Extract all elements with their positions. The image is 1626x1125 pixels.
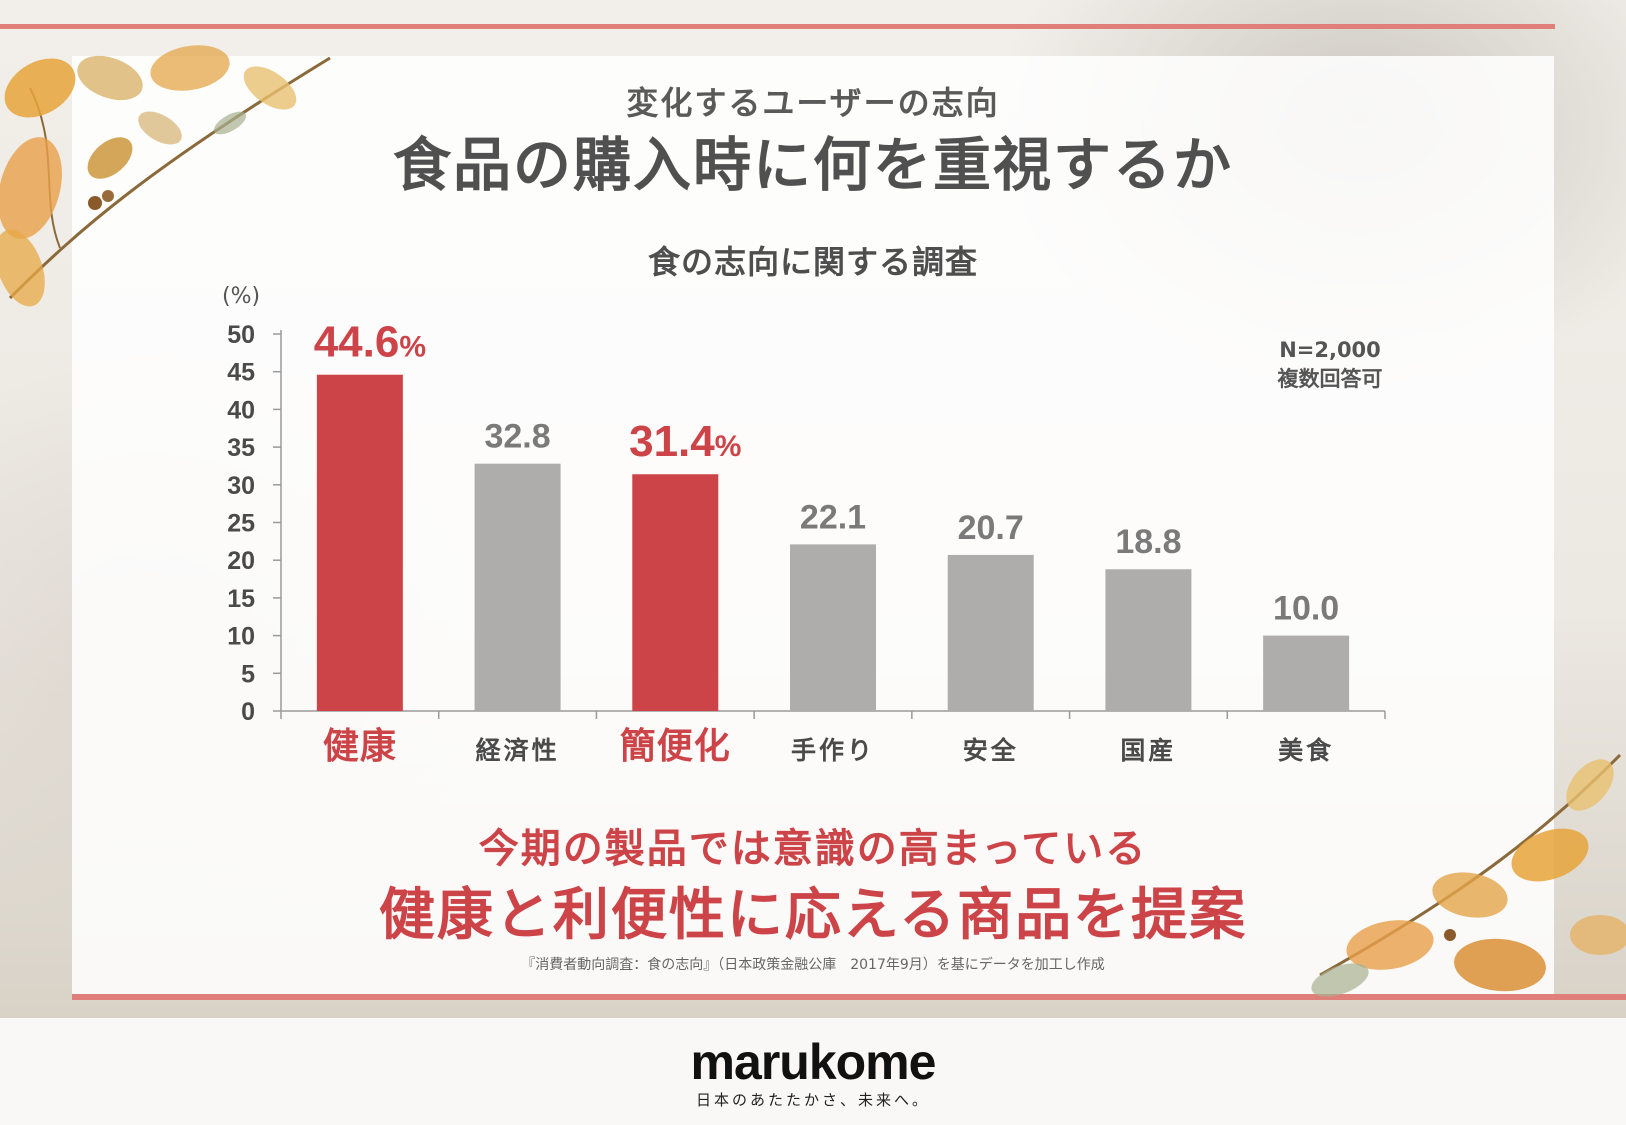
sample-size: N=2,000 bbox=[1279, 338, 1381, 362]
category-label-7: 美食 bbox=[1278, 736, 1334, 765]
category-label-4: 手作り bbox=[791, 736, 875, 765]
y-tick-label: 15 bbox=[227, 585, 255, 613]
sample-size-note: N=2,000 複数回答可 bbox=[1270, 336, 1390, 394]
category-label-1: 健康 bbox=[323, 725, 397, 767]
top-accent-line bbox=[0, 24, 1555, 29]
brand-tagline: 日本のあたたかさ、未来へ。 bbox=[695, 1091, 930, 1109]
page-subtitle: 変化するユーザーの志向 bbox=[626, 84, 1000, 122]
value-label-7: 10.0 bbox=[1273, 590, 1339, 628]
bar-7 bbox=[1263, 635, 1350, 711]
category-label-2: 経済性 bbox=[476, 736, 560, 765]
footer-bar bbox=[0, 1018, 1626, 1125]
multiple-answers-note: 複数回答可 bbox=[1277, 367, 1383, 391]
category-label-3: 簡便化 bbox=[620, 726, 731, 767]
y-tick-label: 30 bbox=[227, 472, 255, 500]
percent-suffix: % bbox=[399, 331, 426, 364]
y-tick-label: 0 bbox=[241, 698, 255, 726]
y-tick-label: 35 bbox=[227, 434, 255, 462]
bar-1 bbox=[316, 374, 403, 711]
value-label-1: 44.6% bbox=[314, 318, 426, 367]
percent-suffix: % bbox=[715, 430, 742, 463]
value-label-5: 20.7 bbox=[958, 509, 1024, 547]
bar-3 bbox=[632, 474, 719, 711]
chart-title: 食の志向に関する調査 bbox=[647, 243, 978, 281]
bar-6 bbox=[1105, 569, 1192, 711]
source-citation: 『消費者動向調査：食の志向』（日本政策金融公庫 2017年9月）を基にデータを加… bbox=[521, 957, 1105, 973]
value-label-6: 18.8 bbox=[1115, 523, 1181, 561]
y-tick-label: 20 bbox=[227, 547, 255, 575]
category-label-5: 安全 bbox=[963, 736, 1019, 765]
bar-5 bbox=[947, 554, 1034, 711]
y-tick-label: 40 bbox=[227, 396, 255, 424]
y-tick-label: 50 bbox=[227, 321, 255, 349]
bottom-accent-line bbox=[72, 994, 1626, 1000]
value-label-3: 31.4% bbox=[629, 417, 741, 466]
y-tick-label: 45 bbox=[227, 359, 255, 387]
y-tick-label: 25 bbox=[227, 510, 255, 538]
autumn-leaves-bottom-right bbox=[1311, 753, 1626, 997]
value-label-4: 22.1 bbox=[800, 498, 866, 536]
conclusion-line-2: 健康と利便性に応える商品を提案 bbox=[378, 883, 1248, 948]
bar-2 bbox=[474, 463, 561, 711]
page-title: 食品の購入時に何を重視するか bbox=[392, 131, 1233, 199]
brand-logo: marukome bbox=[690, 1034, 937, 1090]
y-tick-label: 5 bbox=[241, 660, 255, 688]
value-label-2: 32.8 bbox=[484, 418, 550, 456]
conclusion-line-1: 今期の製品では意識の高まっている bbox=[478, 826, 1148, 872]
y-tick-label: 10 bbox=[227, 623, 255, 651]
category-label-6: 国産 bbox=[1120, 736, 1176, 765]
bar-4 bbox=[790, 544, 876, 711]
y-axis-unit-label: (%) bbox=[222, 284, 261, 309]
autumn-leaves-top-left bbox=[0, 45, 331, 307]
